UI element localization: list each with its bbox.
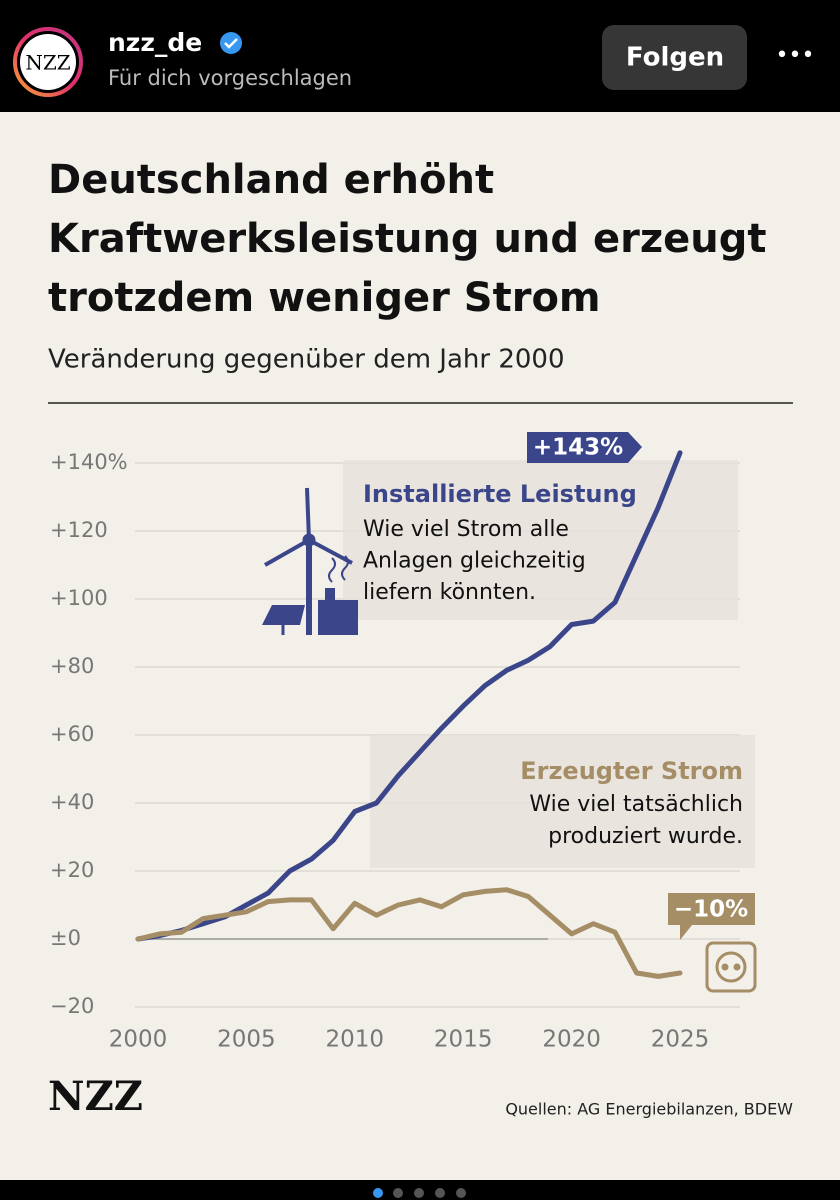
legend-description: Anlagen gleichzeitig xyxy=(363,549,586,574)
x-tick-label: 2000 xyxy=(109,1027,168,1053)
legend-description: liefern könnten. xyxy=(363,580,536,605)
source: Quellen: AG Energiebilanzen, BDEW xyxy=(505,1100,793,1119)
chart-title: Kraftwerksleistung und erzeugt xyxy=(48,216,766,262)
y-tick-label: +60 xyxy=(50,722,94,746)
legend-description: produziert wurde. xyxy=(548,824,743,849)
data-line xyxy=(135,887,683,979)
legend-box xyxy=(343,460,738,620)
chart-title: Deutschland erhöht xyxy=(48,157,494,203)
chart-title: trotzdem weniger Strom xyxy=(48,275,601,321)
end-label-box xyxy=(527,432,642,463)
footer-logo: NZZ xyxy=(48,1073,143,1120)
y-tick-label: +140% xyxy=(50,450,128,474)
y-tick-label: −20 xyxy=(50,994,94,1018)
x-tick-label: 2005 xyxy=(217,1027,276,1053)
follow-button[interactable] xyxy=(602,25,747,90)
end-label: −10% xyxy=(674,897,748,923)
energy-icon xyxy=(262,487,358,635)
avatar-ring[interactable] xyxy=(13,27,83,97)
legend-name: Installierte Leistung xyxy=(363,480,637,508)
legend-description: Wie viel tatsächlich xyxy=(529,792,743,817)
avatar[interactable] xyxy=(20,34,76,90)
x-tick-label: 2025 xyxy=(651,1027,710,1053)
y-tick-label: +100 xyxy=(50,586,108,610)
verified-badge xyxy=(220,32,242,54)
page-dot[interactable] xyxy=(414,1188,424,1198)
x-tick-label: 2020 xyxy=(542,1027,601,1053)
x-tick-label: 2010 xyxy=(326,1027,385,1053)
end-label-box xyxy=(668,893,755,940)
avatar-logo: NZZ xyxy=(25,51,70,75)
page-dot[interactable] xyxy=(435,1188,445,1198)
page-dot[interactable] xyxy=(373,1188,383,1198)
verified-check xyxy=(224,38,238,49)
account-name[interactable]: nzz_de xyxy=(108,28,202,57)
y-tick-label: +20 xyxy=(50,858,94,882)
y-tick-label: +40 xyxy=(50,790,94,814)
y-tick-label: +120 xyxy=(50,518,108,542)
menu-button[interactable]: ••• xyxy=(776,43,815,68)
legend-box xyxy=(370,735,755,868)
follow-label: Folgen xyxy=(626,43,724,73)
x-tick-label: 2015 xyxy=(434,1027,493,1053)
chart-subtitle: Veränderung gegenüber dem Jahr 2000 xyxy=(48,345,564,375)
y-tick-label: +80 xyxy=(50,654,94,678)
socket-icon xyxy=(705,941,757,993)
page-dot[interactable] xyxy=(456,1188,466,1198)
legend-name: Erzeugter Strom xyxy=(520,757,743,785)
legend-description: Wie viel Strom alle xyxy=(363,517,569,542)
suggested-label: Für dich vorgeschlagen xyxy=(108,66,352,90)
page-dot[interactable] xyxy=(393,1188,403,1198)
end-label: +143% xyxy=(533,435,623,461)
y-tick-label: ±0 xyxy=(50,926,81,950)
post-image xyxy=(0,112,840,1180)
